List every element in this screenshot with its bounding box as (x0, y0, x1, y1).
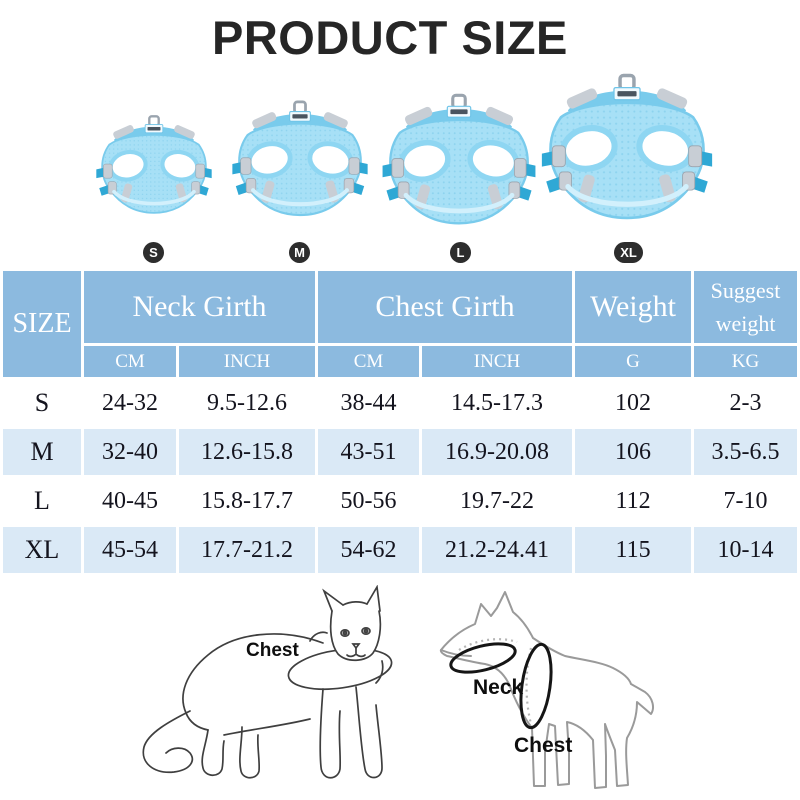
table-cell: 115 (575, 527, 692, 573)
cat-measurement-diagram: Chest (142, 585, 393, 779)
dog-neck-label: Neck (473, 676, 524, 699)
table-cell: 10-14 (694, 527, 798, 573)
column-header-chest-girth: Chest Girth (318, 271, 573, 343)
table-cell: 9.5-12.6 (179, 380, 315, 426)
dog-neck-girth-ring (449, 642, 517, 674)
table-cell: 106 (575, 429, 692, 475)
table-row-m: M 32-40 12.6-15.8 43-51 16.9-20.08 106 3… (3, 429, 798, 475)
unit-neck-inch: INCH (179, 346, 315, 377)
column-header-size: SIZE (3, 271, 81, 377)
size-badge-xl: XL (614, 242, 643, 263)
table-cell: 45-54 (84, 527, 176, 573)
unit-chest-inch: INCH (422, 346, 573, 377)
table-cell: 54-62 (318, 527, 419, 573)
unit-chest-cm: CM (318, 346, 419, 377)
row-label: XL (3, 527, 81, 573)
dog-chest-girth-ring (519, 642, 553, 730)
size-badge-l: L (450, 242, 471, 263)
dog-measurement-diagram: Neck Chest (439, 591, 654, 789)
table-cell: 50-56 (318, 478, 419, 524)
column-header-weight: Weight (575, 271, 692, 343)
column-header-neck-girth: Neck Girth (84, 271, 315, 343)
harness-illustration-xl (540, 72, 714, 224)
table-cell: 17.7-21.2 (179, 527, 315, 573)
size-badge-m: M (289, 242, 310, 263)
harness-illustration-s (95, 114, 213, 217)
unit-suggest-kg: KG (694, 346, 798, 377)
table-cell: 21.2-24.41 (422, 527, 573, 573)
unit-weight-g: G (575, 346, 692, 377)
page-title: PRODUCT SIZE (212, 11, 568, 64)
row-label: L (3, 478, 81, 524)
table-cell: 43-51 (318, 429, 419, 475)
table-cell: 102 (575, 380, 692, 426)
table-cell: 15.8-17.7 (179, 478, 315, 524)
table-header-row: SIZE Neck Girth Chest Girth Weight Sugge… (3, 271, 798, 377)
row-label: S (3, 380, 81, 426)
harness-illustration-m (231, 99, 369, 220)
table-cell: 2-3 (694, 380, 798, 426)
harness-illustration-l (381, 92, 537, 229)
table-cell: 14.5-17.3 (422, 380, 573, 426)
table-unit-row: CM INCH CM INCH G KG (3, 346, 798, 377)
dog-chest-label: Chest (514, 734, 572, 757)
table-cell: 3.5-6.5 (694, 429, 798, 475)
table-cell: 112 (575, 478, 692, 524)
cat-chest-label: Chest (246, 640, 299, 661)
row-label: M (3, 429, 81, 475)
table-cell: 16.9-20.08 (422, 429, 573, 475)
table-cell: 38-44 (318, 380, 419, 426)
size-badge-s: S (143, 242, 164, 263)
unit-neck-cm: CM (84, 346, 176, 377)
table-cell: 7-10 (694, 478, 798, 524)
table-cell: 12.6-15.8 (179, 429, 315, 475)
table-row-xl: XL 45-54 17.7-21.2 54-62 21.2-24.41 115 … (3, 527, 798, 573)
table-row-l: L 40-45 15.8-17.7 50-56 19.7-22 112 7-10 (3, 478, 798, 524)
size-table: SIZE Neck Girth Chest Girth Weight Sugge… (0, 268, 800, 576)
table-row-s: S 24-32 9.5-12.6 38-44 14.5-17.3 102 2-3 (3, 380, 798, 426)
table-cell: 24-32 (84, 380, 176, 426)
table-cell: 32-40 (84, 429, 176, 475)
column-header-suggest-weight: Suggest weight (694, 271, 798, 343)
table-cell: 40-45 (84, 478, 176, 524)
dog-outline (439, 591, 654, 789)
table-cell: 19.7-22 (422, 478, 573, 524)
